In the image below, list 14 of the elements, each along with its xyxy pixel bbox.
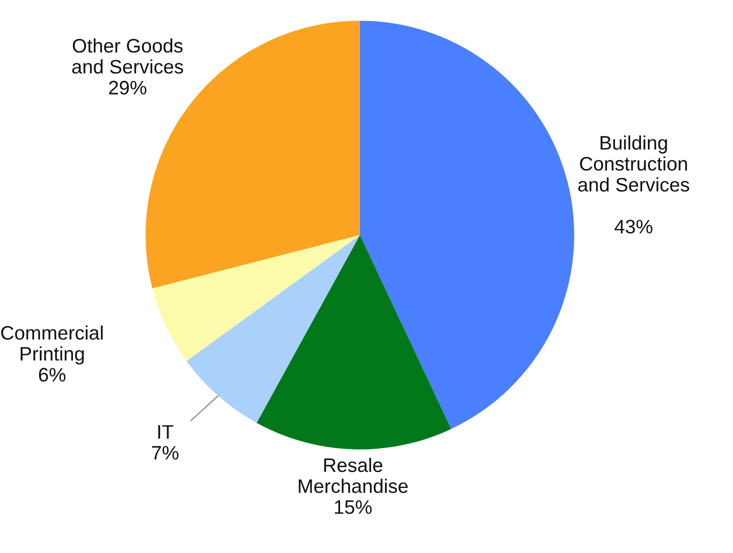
slice-label: Building Construction and Services	[578, 135, 690, 192]
slice-label: Other Goods and Services	[72, 38, 184, 74]
data-label: 7%	[152, 446, 178, 460]
data-label: 29%	[109, 80, 146, 95]
pie-slice	[360, 20, 574, 429]
slice-label: Resale Merchandise	[298, 458, 408, 494]
slice-label: Commercial Printing	[1, 325, 103, 365]
pie-slice	[152, 235, 360, 361]
data-label: 6%	[39, 368, 66, 382]
data-label: 43%	[614, 220, 652, 234]
slice-label: IT	[158, 425, 174, 439]
pie-slice	[186, 235, 360, 423]
pie-slice	[256, 235, 452, 450]
data-label: 15%	[334, 500, 372, 514]
